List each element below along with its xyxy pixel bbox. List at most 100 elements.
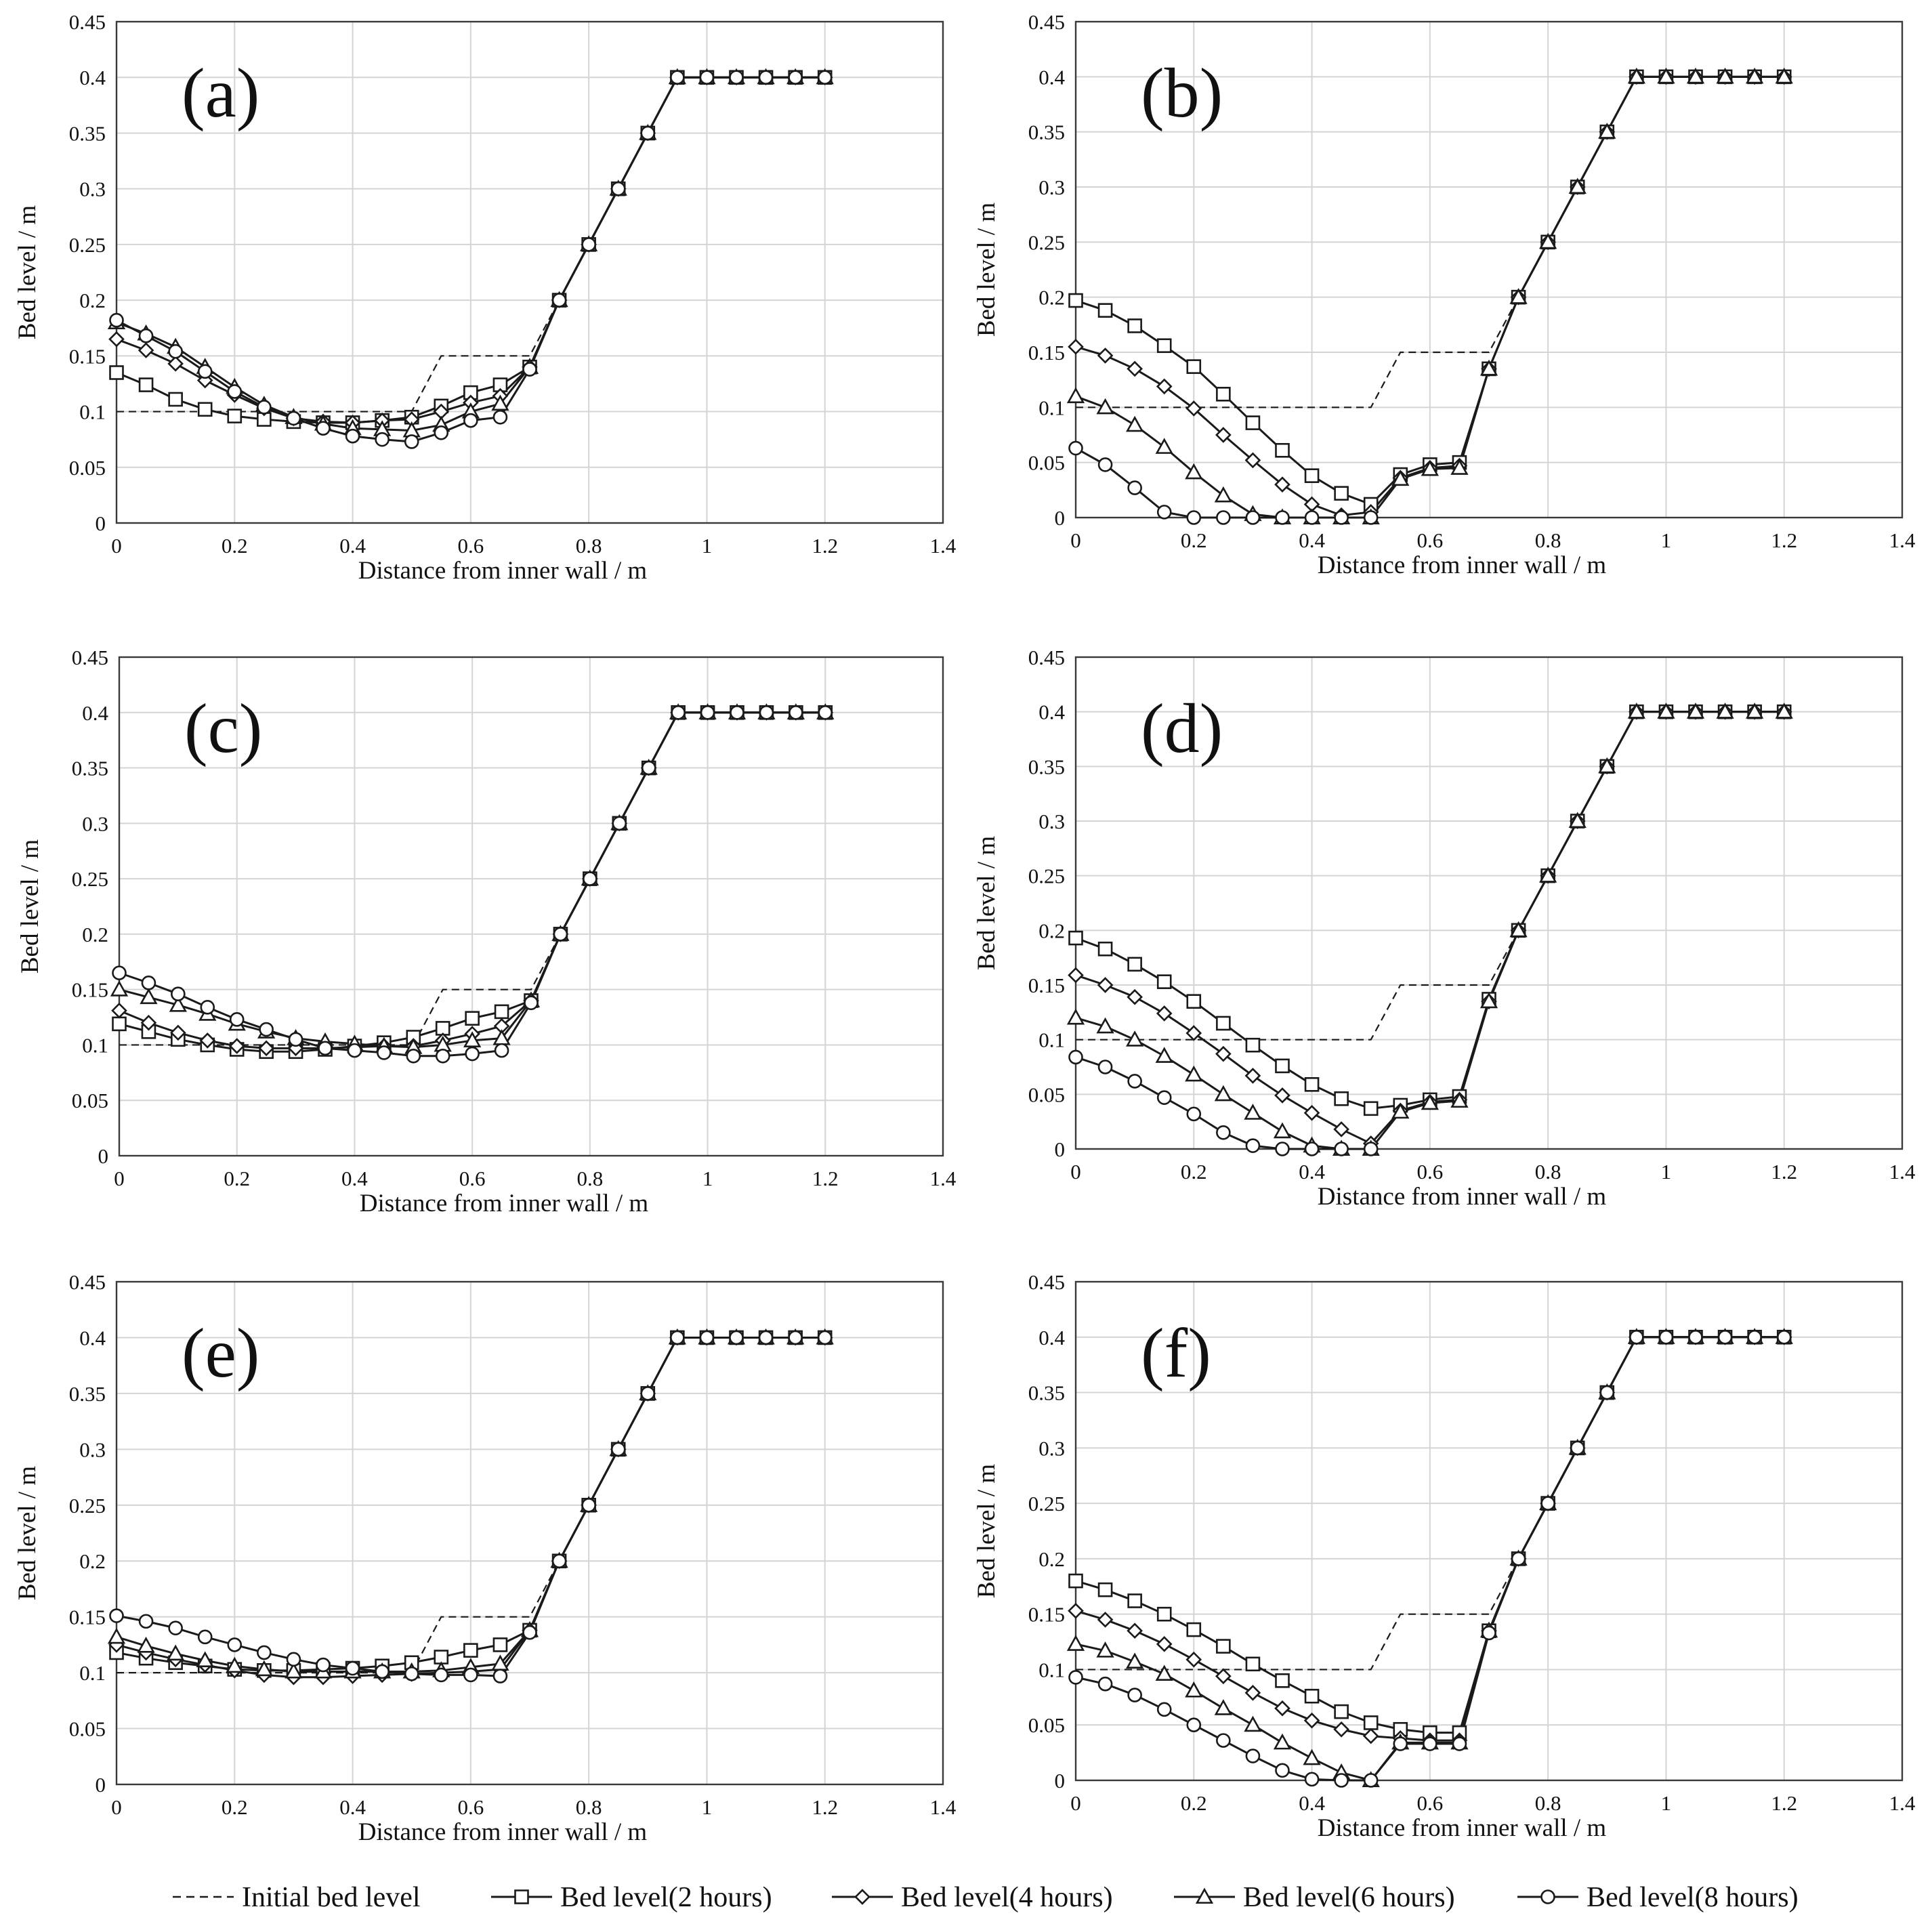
- data-point-h8: [1540, 1496, 1555, 1511]
- y-tick-label: 0: [1055, 506, 1066, 530]
- data-point-h8: [758, 1330, 774, 1345]
- data-point-h4: [1274, 476, 1290, 493]
- data-point-h8: [227, 1637, 243, 1652]
- data-point-h4: [1097, 1612, 1114, 1628]
- data-point-h4: [167, 356, 184, 372]
- data-point-h8: [227, 384, 243, 399]
- data-point-h8: [1156, 505, 1172, 520]
- data-point-h8: [759, 705, 774, 720]
- x-tick-label: 1.4: [1889, 1791, 1916, 1815]
- data-point-h8: [1275, 1763, 1290, 1778]
- data-point-h2: [1216, 1639, 1231, 1654]
- data-point-h2: [168, 392, 183, 407]
- data-point-h6: [1185, 463, 1203, 480]
- data-point-h2: [1334, 486, 1349, 501]
- data-point-h6: [285, 1662, 303, 1679]
- data-point-h2: [1186, 1622, 1202, 1637]
- data-point-h8: [788, 1330, 803, 1345]
- legend-label: Bed level(8 hours): [1587, 1882, 1799, 1913]
- x-tick-label: 0: [111, 534, 122, 558]
- data-point-h6: [1686, 703, 1705, 719]
- data-point-h2: [1275, 1058, 1290, 1074]
- data-point-h8: [1275, 1142, 1290, 1156]
- y-tick-label: 0.3: [79, 177, 106, 201]
- data-point-h2: [112, 1016, 127, 1032]
- legend-label: Bed level(4 hours): [901, 1882, 1113, 1913]
- data-point-h2: [1156, 1606, 1172, 1622]
- data-point-h2: [227, 409, 243, 423]
- data-point-h8: [1186, 1717, 1202, 1733]
- x-tick-label: 1.4: [1889, 1160, 1916, 1184]
- data-point-h8: [109, 312, 124, 328]
- data-point-h6: [1155, 1047, 1173, 1063]
- data-point-h6: [1657, 67, 1675, 84]
- data-point-h6: [1746, 67, 1764, 84]
- data-point-h6: [140, 988, 158, 1005]
- data-point-h8: [492, 409, 508, 425]
- data-point-h6: [1716, 703, 1734, 719]
- y-tick-label: 0.05: [1028, 1713, 1065, 1737]
- data-point-h8: [435, 1049, 450, 1064]
- y-tick-label: 0.35: [1028, 121, 1065, 144]
- x-tick-label: 0.2: [222, 1795, 248, 1819]
- x-axis-title: Distance from inner wall / m: [1318, 1183, 1607, 1211]
- x-tick-label: 1.4: [930, 534, 957, 558]
- data-point-h8: [316, 1657, 331, 1673]
- x-tick-label: 1.2: [812, 1795, 838, 1819]
- y-tick-label: 0.45: [69, 10, 106, 34]
- y-axis-title: Bed level / m: [14, 205, 41, 340]
- y-tick-label: 0.25: [72, 867, 108, 891]
- x-axis-title: Distance from inner wall / m: [1318, 1814, 1607, 1842]
- plot-area-frame: [1074, 20, 1904, 519]
- data-point-h8: [463, 1667, 478, 1683]
- y-tick-label: 0.45: [1028, 1270, 1065, 1294]
- x-tick-label: 1: [702, 1795, 713, 1819]
- data-point-h8: [671, 705, 686, 720]
- data-point-h8: [817, 70, 833, 85]
- x-tick-label: 0.2: [1181, 1160, 1207, 1184]
- data-point-h6: [1539, 232, 1557, 249]
- data-point-h4: [108, 331, 125, 348]
- data-point-h8: [1245, 1749, 1261, 1763]
- chart-panel: 0 0.2 0.4 0.6 0.8 1 1.2 1.4 0 0.05 0.1 0.15 0.2 0.25 0…: [14, 10, 957, 585]
- x-tick-label: 0.2: [1181, 1791, 1207, 1815]
- y-tick-label: 0.3: [79, 1438, 106, 1461]
- x-tick-label: 0.8: [1535, 1791, 1561, 1815]
- data-point-h6: [196, 1651, 214, 1668]
- data-point-h8: [1216, 510, 1231, 525]
- data-point-h8: [1482, 1625, 1496, 1641]
- x-tick-label: 0.8: [1535, 528, 1561, 552]
- data-point-h6: [1185, 1065, 1203, 1082]
- data-point-h2: [1216, 387, 1231, 402]
- panel-label: (d): [1141, 690, 1223, 768]
- data-point-h8: [522, 362, 537, 377]
- y-tick-label: 0.1: [1038, 1028, 1065, 1052]
- data-point-h8: [1127, 1688, 1142, 1702]
- data-point-h2: [138, 377, 154, 392]
- legend-label: Bed level(2 hours): [560, 1882, 772, 1913]
- data-point-h8: [109, 1608, 124, 1623]
- data-point-h4: [1362, 1728, 1379, 1744]
- data-point-h8: [492, 1669, 508, 1683]
- y-tick-label: 0.15: [1028, 1603, 1065, 1627]
- panel-label: (b): [1141, 54, 1223, 132]
- plot-area-frame: [1074, 656, 1904, 1150]
- data-point-h6: [1421, 1093, 1439, 1110]
- data-point-h2: [1216, 1016, 1231, 1031]
- y-tick-label: 0.15: [1028, 974, 1065, 997]
- data-point-h2: [1097, 941, 1113, 957]
- chart-panel: 0 0.2 0.4 0.6 0.8 1 1.2 1.4 0 0.05 0.1 0.15 0.2 0.25 0…: [16, 646, 957, 1217]
- x-tick-label: 0.4: [341, 1167, 368, 1190]
- data-point-h6: [1479, 992, 1498, 1009]
- data-point-h6: [226, 1656, 244, 1673]
- data-point-h6: [1096, 1641, 1114, 1658]
- x-tick-label: 0.6: [457, 1795, 484, 1819]
- data-point-h8: [583, 871, 597, 886]
- data-point-h8: [288, 1032, 303, 1047]
- chart-panel: 0 0.2 0.4 0.6 0.8 1 1.2 1.4 0 0.05 0.1 0.15 0.2 0.25 0…: [973, 646, 1916, 1211]
- data-point-h6: [1066, 387, 1085, 404]
- data-point-h8: [1245, 1138, 1261, 1153]
- x-tick-label: 1: [1661, 528, 1672, 552]
- y-tick-label: 0.25: [1028, 230, 1065, 254]
- data-point-h8: [1658, 1329, 1674, 1345]
